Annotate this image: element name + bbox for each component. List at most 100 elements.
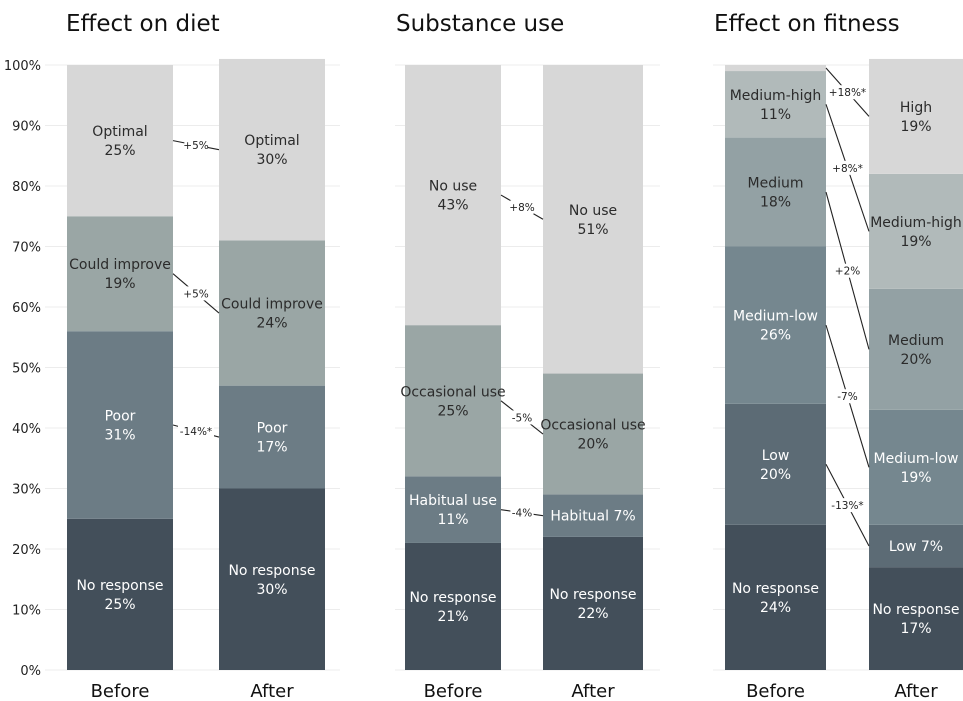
segment-label: Poor — [257, 421, 288, 437]
change-label-bg — [835, 263, 860, 278]
bar-segment-could-improve — [67, 216, 173, 332]
change-label: +5% — [183, 140, 208, 152]
bar-segment-medium-high — [725, 71, 826, 138]
y-tick-label: 100% — [4, 59, 41, 74]
change-label-bg — [835, 389, 860, 404]
change-label: -5% — [512, 412, 532, 424]
change-label: +2% — [835, 266, 860, 278]
bar-segment-no-response — [543, 536, 643, 670]
segment-label: Low 7% — [889, 539, 943, 555]
segment-label: Could improve — [221, 297, 323, 313]
segment-label: 31% — [104, 427, 135, 443]
segment-label: 22% — [577, 606, 608, 622]
segment-label: Optimal — [244, 133, 299, 149]
segment-label: 19% — [900, 119, 931, 135]
segment-label: 19% — [900, 470, 931, 486]
segment-label: 19% — [900, 234, 931, 250]
segment-label: No response — [76, 578, 163, 594]
bar-segment-optimal — [219, 58, 325, 241]
segment-label: Occasional use — [540, 418, 645, 434]
segment-label: Low — [762, 448, 790, 464]
segment-label: High — [900, 100, 932, 116]
bar-segment-no-response — [405, 542, 501, 670]
x-category-label: After — [894, 681, 938, 701]
bar-segment-no-response — [67, 518, 173, 670]
segment-label: Medium-low — [733, 309, 818, 325]
bar-segment-could-improve — [219, 240, 325, 386]
y-tick-label: 20% — [12, 543, 41, 558]
segment-label: 25% — [104, 597, 135, 613]
segment-label: No use — [569, 203, 617, 219]
segment-label: Medium-high — [730, 88, 822, 104]
y-tick-label: 30% — [12, 483, 41, 498]
bar-segment-optimal — [67, 65, 173, 217]
segment-label: No response — [228, 563, 315, 579]
x-category-label: After — [250, 681, 294, 701]
segment-label: No response — [872, 602, 959, 618]
segment-label: No use — [429, 179, 477, 195]
y-tick-label: 80% — [12, 180, 41, 195]
y-axis: 0% 10% 20% 30% 40% 50% 60% 70% 80% 90% 100% — [4, 59, 41, 679]
bar-segment-poor — [67, 331, 173, 519]
change-label-bg — [510, 410, 534, 425]
panel-title: Substance use — [396, 11, 564, 37]
change-label-bg — [829, 498, 866, 513]
segment-label: 43% — [437, 198, 468, 214]
x-category-label: Before — [91, 681, 150, 701]
segment-label: 11% — [437, 512, 468, 528]
segment-label: 25% — [104, 143, 135, 159]
y-tick-label: 10% — [12, 604, 41, 619]
segment-label: 11% — [760, 107, 791, 123]
bar-segment-habitual-use — [405, 476, 501, 543]
bar-segment-no-response — [725, 524, 826, 670]
x-category-label: Before — [746, 681, 805, 701]
change-label-bg — [184, 286, 208, 301]
bar-segment-medium — [725, 137, 826, 247]
segment-label: 21% — [437, 609, 468, 625]
segment-label: 19% — [104, 276, 135, 292]
bar-segment-medium-low — [869, 409, 963, 525]
y-tick-label: 40% — [12, 422, 41, 437]
segment-label: Could improve — [69, 257, 171, 273]
segment-label: 24% — [256, 316, 287, 332]
panel-substance-use: Substance use No response 21% Habitual use 1… — [396, 11, 646, 701]
change-label-bg — [184, 138, 208, 153]
segment-label: Medium-high — [870, 215, 962, 231]
segment-label: No response — [549, 587, 636, 603]
bar-segment-medium-high — [869, 173, 963, 289]
bar-segment-low — [869, 524, 963, 568]
bar-segment-no-response — [869, 567, 963, 670]
change-label: -7% — [837, 391, 857, 403]
change-label-bg — [832, 160, 863, 175]
x-category-label: After — [571, 681, 615, 701]
panel-title: Effect on fitness — [714, 11, 900, 37]
segment-label: 20% — [760, 467, 791, 483]
change-label: +8%* — [832, 163, 863, 175]
chart-panels: Effect on diet No response 25% Poor 31% Could… — [66, 11, 963, 701]
bar-segment-occasional-use — [405, 325, 501, 477]
segment-label: Medium — [748, 176, 804, 192]
segment-label: 17% — [900, 621, 931, 637]
segment-label: 26% — [760, 328, 791, 344]
segment-label: 25% — [437, 403, 468, 419]
bar-segment-low — [725, 403, 826, 525]
change-label-bg — [510, 200, 534, 215]
segment-label: Optimal — [92, 124, 147, 140]
segment-label: Poor — [105, 408, 136, 424]
change-label: -4% — [512, 508, 532, 520]
bar-segment-no-use — [543, 65, 643, 374]
change-label-bg — [510, 505, 534, 520]
bar-segment-no-response — [219, 488, 325, 670]
bar-segment-habitual-use — [543, 494, 643, 537]
segment-label: Medium-low — [874, 451, 959, 467]
change-label-bg — [178, 424, 214, 439]
y-tick-label: 70% — [12, 241, 41, 256]
segment-label: 24% — [760, 600, 791, 616]
segment-label: 30% — [256, 582, 287, 598]
segment-label: Occasional use — [400, 384, 505, 400]
change-label: +18%* — [829, 87, 866, 99]
segment-label: No response — [409, 590, 496, 606]
panel-effect-on-diet: Effect on diet No response 25% Poor 31% Could… — [66, 11, 325, 701]
segment-label: Habitual 7% — [550, 509, 635, 525]
